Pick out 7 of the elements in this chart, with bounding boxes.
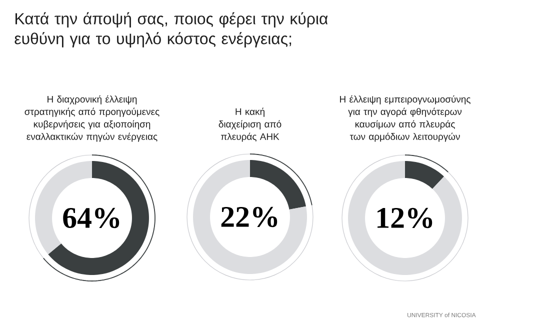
chart-title: Κατά την άποψή σας, ποιος φέρει την κύρια ευθύνη για το υψηλό κόστος ενέργειας; — [14, 12, 328, 48]
text: 64% — [63, 208, 120, 228]
text: 22% — [221, 206, 278, 228]
text: 12% — [378, 208, 432, 228]
chart-subtitle: Η έλλειψη εμπειρογνωμοσύνης για την αγορά φθηνότερων καυσίμων από πλευράς των αρμόδιων λειτουργών — [340, 95, 470, 142]
chart-subtitle: Η κακή διαχείριση από πλευράς ΑΗΚ — [218, 108, 282, 142]
chart-subtitle: Η διαχρονική έλλειψη στρατηγικής από προηγούμενες κυβερνήσεις για αξιοποίηση εναλλακτικών πηγών ενέργειας — [24, 95, 160, 142]
